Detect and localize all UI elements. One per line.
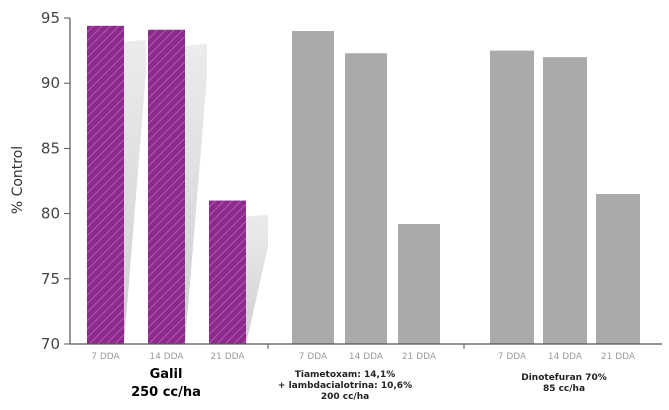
x-tick-label: 7 DDA	[498, 352, 527, 362]
x-tick-label: 14 DDA	[149, 352, 184, 362]
group-label-line: Galil	[150, 367, 183, 382]
bar-shadow	[246, 214, 268, 344]
bar-comparison	[543, 57, 587, 345]
x-tick-label: 7 DDA	[91, 352, 120, 362]
bars	[87, 25, 640, 345]
y-axis-ticks: 70 75 80 85 90 95	[41, 9, 70, 353]
group-label-line: 250 cc/ha	[131, 385, 201, 400]
bar-comparison	[596, 194, 640, 344]
group-label-line: 200 cc/ha	[321, 392, 369, 402]
y-tick-label: 90	[41, 74, 60, 92]
bar-featured	[209, 200, 246, 344]
bar-comparison	[345, 53, 387, 344]
bar-featured	[148, 29, 185, 345]
axes	[69, 18, 662, 349]
y-tick-label: 85	[41, 139, 60, 157]
y-axis-label: % Control	[10, 146, 26, 214]
group-label-line: Tiametoxam: 14,1%	[295, 370, 395, 380]
bar-featured	[87, 25, 124, 344]
bar-shadows	[124, 39, 268, 345]
y-tick-label: 70	[41, 335, 60, 353]
x-tick-label: 14 DDA	[349, 352, 384, 362]
x-axis-ticks: 7 DDA 14 DDA 21 DDA 7 DDA 14 DDA 21 DDA 7 DDA 1…	[91, 352, 636, 362]
x-tick-label: 14 DDA	[548, 352, 583, 362]
group-labels: Galil 250 cc/ha Tiametoxam: 14,1%+ lambdac…	[131, 367, 607, 402]
bar-shadow	[185, 43, 207, 345]
group-label-line: + lambdacialotrina: 10,6%	[278, 381, 412, 391]
bar-shadow	[124, 39, 146, 344]
y-tick-label: 95	[41, 9, 60, 27]
group-label-line: 85 cc/ha	[543, 384, 585, 394]
bar-comparison	[292, 31, 334, 344]
y-tick-label: 80	[41, 205, 60, 223]
x-tick-label: 21 DDA	[402, 352, 437, 362]
bar-comparison	[490, 50, 534, 344]
x-tick-label: 21 DDA	[210, 352, 245, 362]
x-tick-label: 7 DDA	[299, 352, 328, 362]
x-tick-label: 21 DDA	[601, 352, 636, 362]
y-tick-label: 75	[41, 270, 60, 288]
bar-comparison	[398, 224, 440, 344]
group-label-line: Dinotefuran 70%	[521, 373, 606, 383]
